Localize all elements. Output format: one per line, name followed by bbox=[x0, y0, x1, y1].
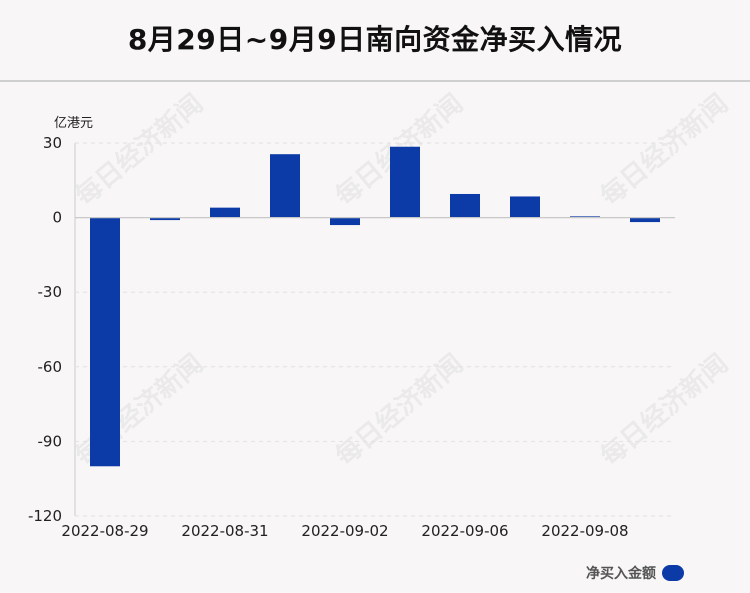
bar bbox=[270, 154, 300, 218]
legend-swatch bbox=[662, 565, 684, 581]
y-tick-label: -120 bbox=[28, 507, 62, 525]
bar bbox=[150, 217, 180, 221]
title-divider bbox=[0, 80, 750, 82]
bar bbox=[330, 217, 360, 226]
chart-title: 8月29日~9月9日南向资金净买入情况 bbox=[127, 23, 623, 56]
y-tick-label: 0 bbox=[52, 209, 62, 227]
x-tick-label: 2022-08-31 bbox=[181, 522, 268, 540]
bar bbox=[390, 146, 420, 218]
x-tick-label: 2022-09-06 bbox=[421, 522, 508, 540]
x-tick-label: 2022-08-29 bbox=[61, 522, 148, 540]
legend: 净买入金额 bbox=[586, 563, 684, 583]
bar bbox=[510, 196, 540, 218]
x-tick-label: 2022-09-08 bbox=[541, 522, 628, 540]
y-tick-label: -90 bbox=[38, 432, 63, 450]
y-tick-label: -30 bbox=[38, 283, 63, 301]
x-tick-label: 2022-09-02 bbox=[301, 522, 388, 540]
bar bbox=[210, 207, 240, 218]
bar bbox=[450, 193, 480, 218]
y-tick-label: 30 bbox=[43, 134, 62, 152]
bar bbox=[630, 217, 660, 223]
y-axis-unit-label: 亿港元 bbox=[54, 116, 94, 131]
legend-label: 净买入金额 bbox=[586, 566, 656, 582]
y-tick-label: -60 bbox=[38, 358, 63, 376]
bar bbox=[90, 217, 120, 467]
